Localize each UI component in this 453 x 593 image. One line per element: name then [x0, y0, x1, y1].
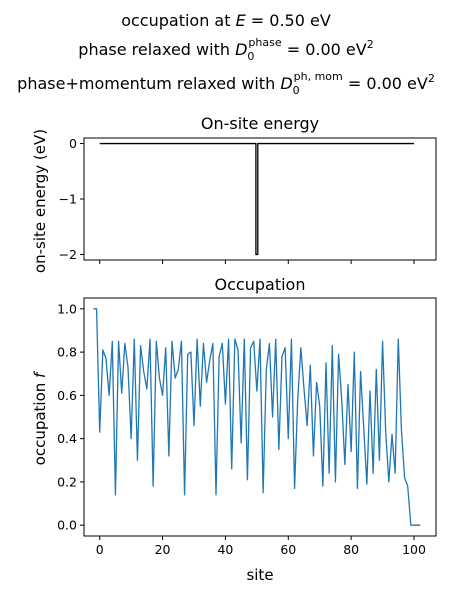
on-site-energy-ticks: 0 −1 −2 — [59, 136, 415, 264]
on-site-energy-panel: On-site energy on-site energy (eV) 0 −1 −2 — [31, 114, 437, 273]
occupation-ytick-label: 0.8 — [57, 345, 77, 360]
occupation-series-line — [93, 308, 421, 526]
on-site-energy-title: On-site energy — [201, 114, 319, 133]
occupation-ytick-label: 0.6 — [57, 388, 77, 403]
on-site-energy-ylabel: on-site energy (eV) — [31, 129, 49, 273]
on-site-energy-series-line — [99, 142, 414, 256]
occupation-panel: Occupation occupation f site 0.00.20.40.… — [31, 275, 437, 584]
on-site-energy-ytick-label: 0 — [69, 136, 77, 151]
occupation-ytick-label: 1.0 — [57, 301, 77, 316]
occupation-xtick-label: 60 — [280, 542, 296, 557]
occupation-axes-frame — [83, 297, 437, 537]
on-site-energy-ytick-label: −1 — [59, 192, 77, 207]
occupation-xtick-label: 20 — [155, 542, 171, 557]
suptitle-line-3: phase+momentum relaxed with D0ph, mom = … — [17, 70, 435, 97]
occupation-ytick-label: 0.2 — [57, 474, 77, 489]
figure-suptitle: occupation at E = 0.50 eV phase relaxed … — [17, 11, 435, 97]
on-site-energy-plot-area — [99, 142, 414, 256]
occupation-xlabel: site — [246, 566, 273, 584]
on-site-energy-ytick-label: −2 — [59, 247, 77, 262]
occupation-ticks: 0.0 0.2 0.4 0.6 0.8 1.0 0 20 40 60 80 100 — [57, 301, 426, 557]
on-site-energy-axes-frame — [83, 137, 437, 261]
suptitle-line-2: phase relaxed with D0phase = 0.00 eV2 — [78, 36, 373, 63]
occupation-ytick-label: 0.4 — [57, 431, 77, 446]
occupation-xtick-label: 0 — [96, 542, 104, 557]
occupation-ylabel: occupation f — [31, 370, 49, 465]
suptitle-line-1: occupation at E = 0.50 eV — [121, 11, 331, 30]
occupation-xtick-label: 100 — [402, 542, 426, 557]
occupation-xtick-label: 40 — [217, 542, 233, 557]
occupation-plot-area — [93, 308, 421, 526]
occupation-ytick-label: 0.0 — [57, 518, 77, 533]
occupation-xtick-label: 80 — [343, 542, 359, 557]
occupation-title: Occupation — [215, 275, 306, 294]
